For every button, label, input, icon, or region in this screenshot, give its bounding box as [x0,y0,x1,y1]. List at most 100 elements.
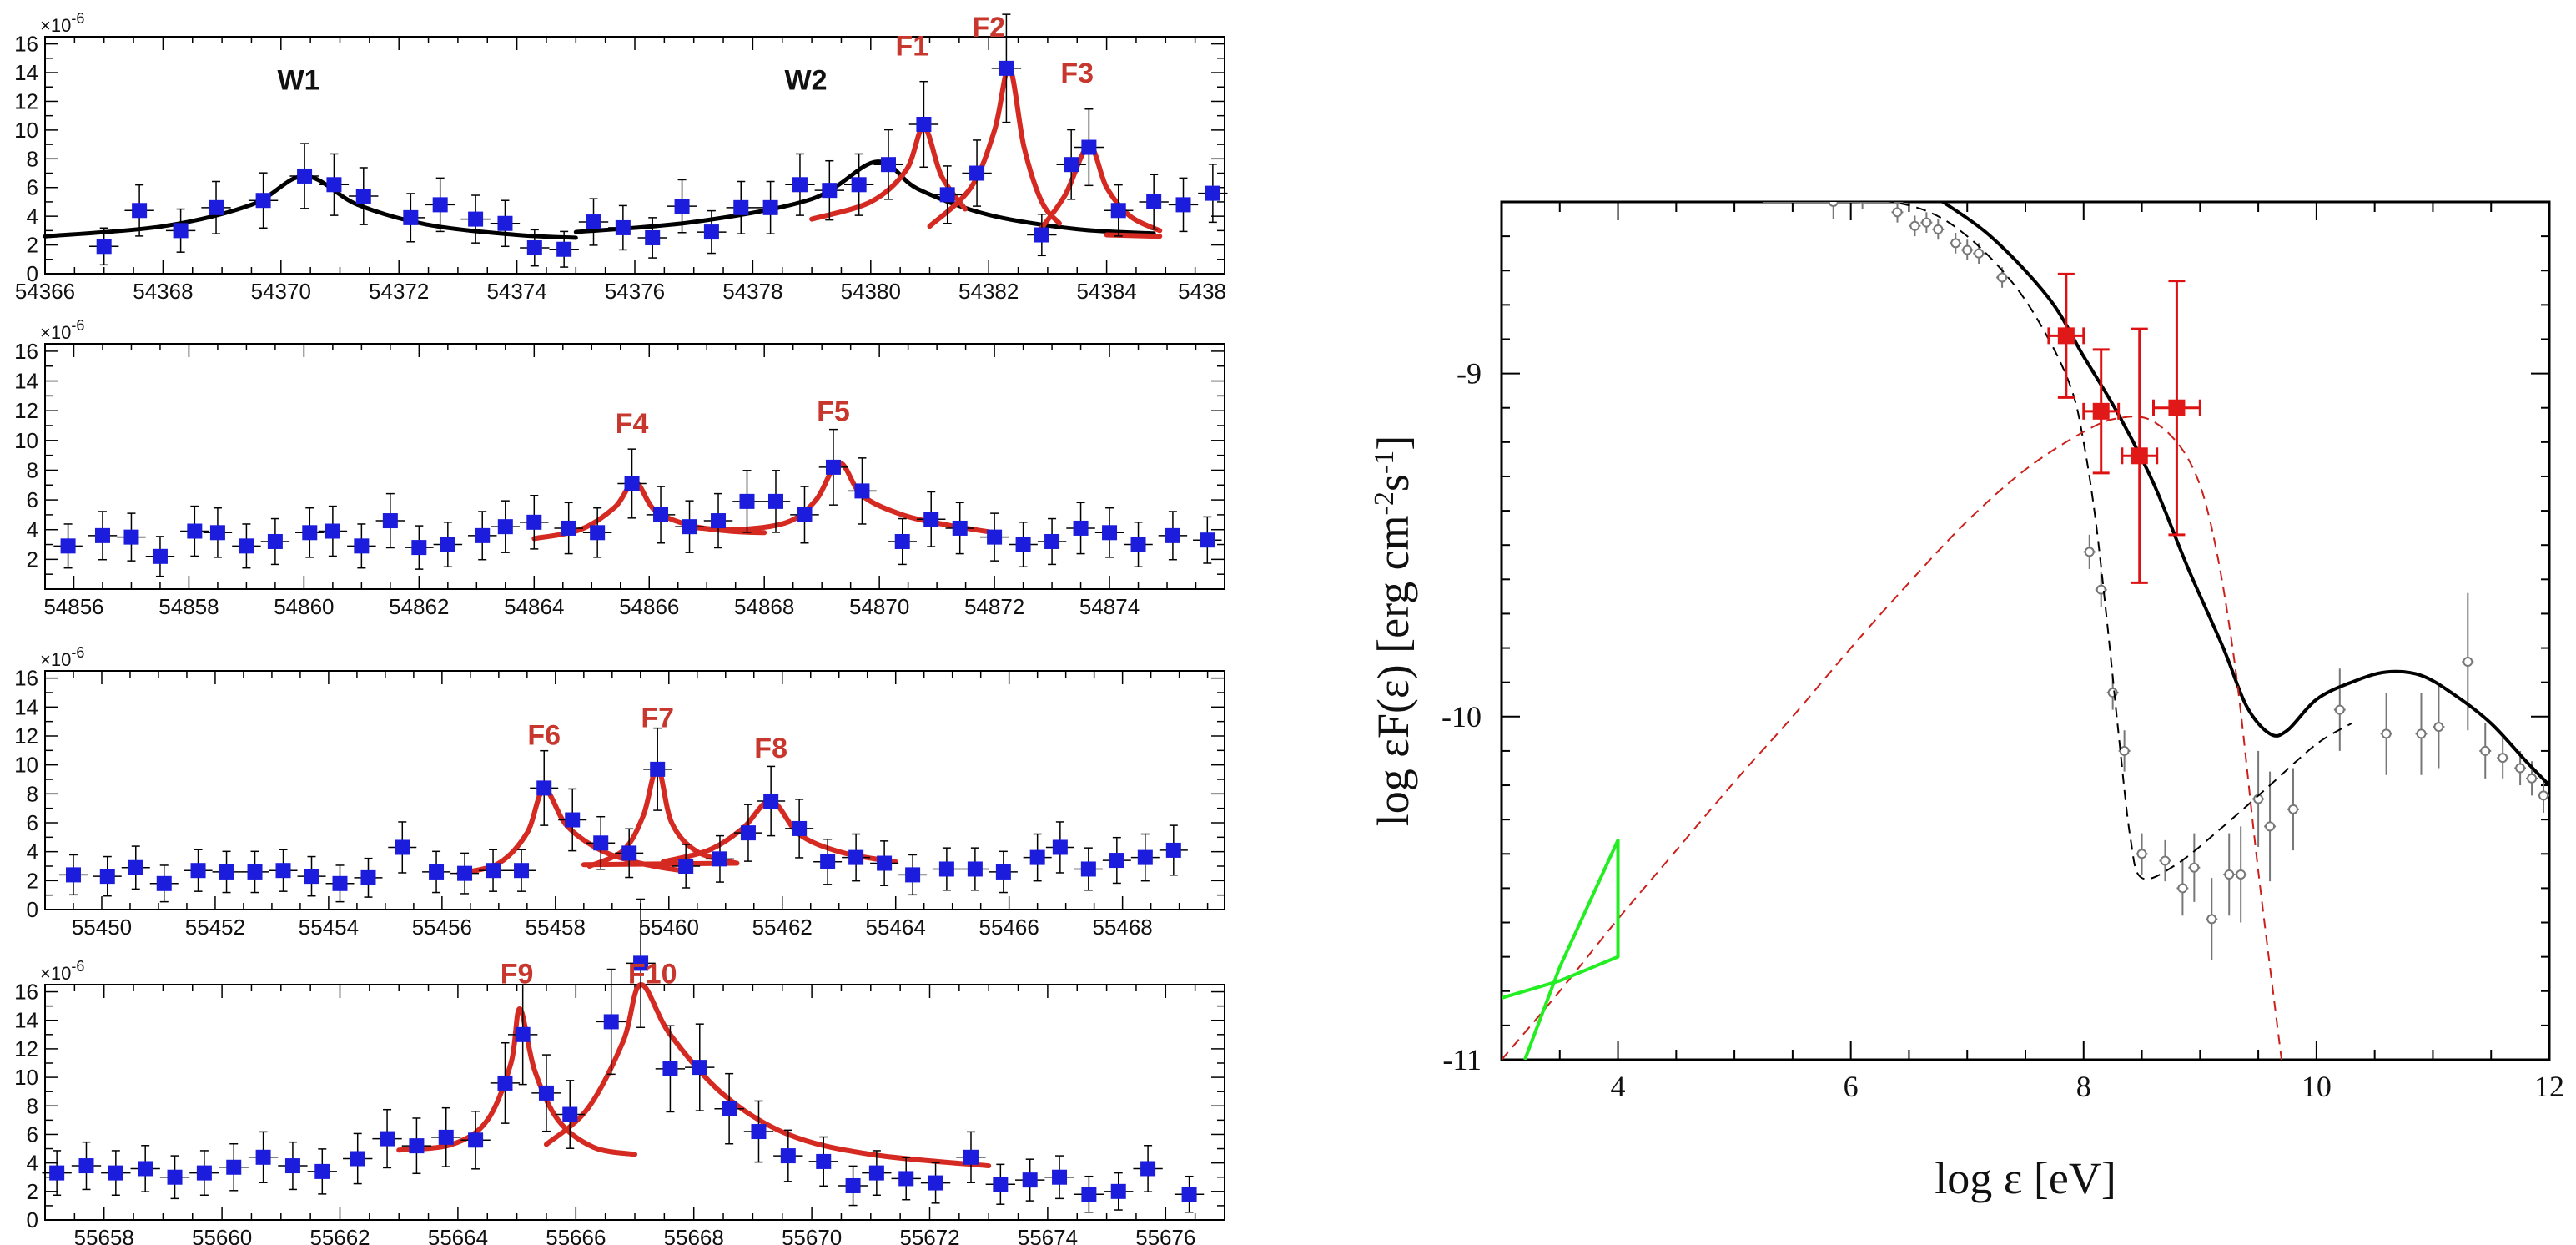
y-tick-label: 12 [14,1036,38,1061]
light-curve-panel-2: ×10-6 2 4 6 8 10 12 14 16 54856 54858 54860 54862 548… [14,317,1225,619]
sed-frame [1500,200,2551,1061]
fit-curve-F3 [1039,143,1163,234]
sed-gray-point [2119,745,2130,756]
data-point [1146,194,1162,209]
exponent-label: ×10-6 [40,958,84,984]
sed-series-synchrotron-dashed- [1887,202,2352,880]
data-point [692,1060,707,1076]
data-point [1081,1187,1097,1202]
data-point [851,177,867,193]
x-tick-label: 54858 [158,594,219,619]
data-point [792,820,808,836]
light-curve-panel-4: ×10-6 0 2 4 6 8 10 12 14 16 55658 55660 55662 55664 55… [14,898,1225,1245]
sed-y-axis-label: log εF(ε) [erg cm-2s-1] [1368,436,1418,826]
annotation-F8: F8 [754,733,787,764]
sed-gray-point [2189,862,2200,873]
sed-gray-point [1921,217,1932,228]
exponent-power: -6 [71,10,84,27]
data-point [1052,839,1068,855]
data-point [1165,842,1181,858]
sed-y-tick-label: -9 [1457,357,1482,391]
x-tick-label: 54868 [734,594,794,619]
data-point [624,476,640,491]
data-point [226,1159,242,1175]
data-point [432,197,448,213]
data-point [939,187,955,203]
sed-y-label-part: ] [1368,436,1418,451]
data-point [722,1101,737,1116]
data-point [1044,533,1060,549]
sed-gray-point [1909,220,1920,231]
sed-series-hadronic-component [1502,416,2283,1060]
data-point [515,1026,531,1042]
y-tick-label: 16 [14,32,38,57]
data-point [411,540,427,556]
exponent-base: ×10 [40,649,71,670]
data-point [678,859,694,874]
data-point [108,1165,123,1181]
x-tick-label: 54378 [722,279,782,304]
light-curve-panel-3: ×10-6 0 2 4 6 8 10 12 14 16 55450 55452 55454 55456 55… [14,644,1225,940]
x-tick-label: 54860 [274,594,334,619]
data-point [526,240,542,256]
x-tick-label: 54368 [133,279,193,304]
y-tick-label: 12 [14,88,38,113]
data-point [797,507,813,522]
data-point [78,1158,94,1174]
data-point [763,794,779,809]
data-point [332,875,348,891]
y-tick-label: 4 [27,204,38,229]
data-point [190,863,206,879]
data-point [674,199,690,214]
data-point [845,1177,861,1193]
data-point [65,867,81,883]
data-point [822,183,838,199]
data-point [999,60,1014,76]
sed-panel: 4 6 8 10 12 -9 -10 -11 log ε [eV] log εF(ε) [erg … [1368,200,2564,1203]
x-tick-label: 54856 [43,594,103,619]
data-point [967,861,983,877]
exponent-label: ×10-6 [40,10,84,36]
data-point [905,867,921,883]
data-point [1102,525,1118,541]
data-point [497,519,513,535]
y-tick-label: 8 [27,781,38,806]
fit-curve-F10 [543,982,992,1169]
data-point [267,533,283,549]
x-tick-label: 55668 [664,1225,724,1245]
data-point [615,219,631,235]
data-point [792,177,808,193]
sed-gray-point [2480,745,2491,756]
data-point [1015,537,1031,552]
data-point [297,168,313,184]
data-point [881,157,897,173]
data-point [703,224,719,240]
data-point [711,513,727,529]
data-point [247,864,263,880]
x-tick-label: 55464 [866,915,926,940]
data-point [993,1177,1009,1192]
y-tick-label: 4 [27,1151,38,1176]
data-point [854,483,870,499]
x-tick-label: 55462 [752,915,813,940]
sed-red-point [2092,402,2110,420]
light-curve-panel-1: ×10-6 0 2 4 6 8 10 12 14 16 54366 54368 54370 54372 54… [14,10,1228,304]
y-tick-label: 6 [27,1122,38,1147]
data-point [152,548,168,564]
x-tick-label: 55452 [185,915,245,940]
data-point [1130,537,1146,552]
sed-gray-point [2498,753,2508,764]
data-point [1052,1169,1068,1185]
exponent-label: ×10-6 [40,317,84,343]
x-tick-label: 54366 [15,279,75,304]
x-tick-label: 54370 [251,279,311,304]
panel-frame [44,670,1225,910]
data-point [128,859,143,875]
data-point [1181,1187,1197,1202]
x-tick-label: 55466 [979,915,1039,940]
y-tick-label: 8 [27,146,38,171]
data-point [138,1161,153,1177]
sed-y-tick-label: -10 [1441,700,1482,733]
x-tick-label: 55662 [309,1225,370,1245]
